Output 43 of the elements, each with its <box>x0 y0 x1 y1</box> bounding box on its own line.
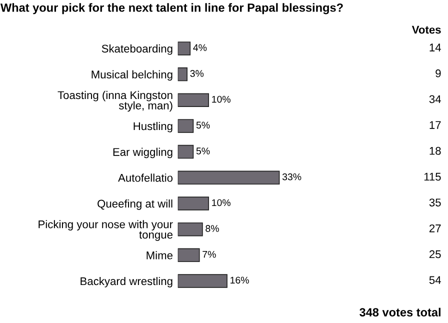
data-label: 8% <box>206 225 219 232</box>
bar <box>178 222 203 236</box>
bar <box>178 93 210 108</box>
y-tick-label: Mime <box>146 251 172 260</box>
text: 9 <box>436 69 441 78</box>
text: 348 votes total <box>360 308 440 316</box>
data-label: 16% <box>230 276 249 284</box>
data-label: 7% <box>202 250 216 258</box>
text: 25 <box>429 250 441 258</box>
y-tick-label: Skateboarding <box>102 44 172 55</box>
data-label: 33% <box>282 173 302 180</box>
y-tick-label: Musical belching <box>92 70 172 81</box>
data-label: 10% <box>212 96 230 103</box>
bar <box>178 67 188 82</box>
data-label: 10% <box>212 199 230 206</box>
y-tick-label: Picking your nose with your tongue <box>38 220 173 241</box>
text: 27 <box>429 224 441 232</box>
y-tick-label: Autofellatio <box>118 174 173 182</box>
text: 35 <box>429 198 441 206</box>
bar <box>178 248 200 262</box>
bar <box>178 170 280 185</box>
text: 18 <box>430 146 441 155</box>
data-label: 5% <box>196 148 210 154</box>
bar <box>178 119 194 133</box>
data-label: 5% <box>196 122 210 129</box>
text: Votes <box>412 26 441 34</box>
y-tick-label: Ear wiggling <box>113 148 172 158</box>
text: 54 <box>429 276 441 284</box>
data-label: 4% <box>193 44 207 52</box>
bar <box>178 196 210 210</box>
text: 34 <box>429 95 441 104</box>
y-tick-label: Hustling <box>134 122 172 132</box>
chart-title: What your pick for the next talent in line for Papal blessings? <box>0 3 343 14</box>
y-tick-label: Queefing at will <box>98 199 172 210</box>
data-label: 3% <box>190 70 204 77</box>
bar <box>178 274 228 288</box>
text: 17 <box>430 121 441 129</box>
bar <box>178 42 191 56</box>
bar <box>178 144 194 159</box>
text: 115 <box>424 172 441 181</box>
text: 14 <box>430 44 441 52</box>
y-tick-label: Toasting (inna Kingston style, man) <box>58 90 172 112</box>
y-tick-label: Backyard wrestling <box>80 276 172 288</box>
